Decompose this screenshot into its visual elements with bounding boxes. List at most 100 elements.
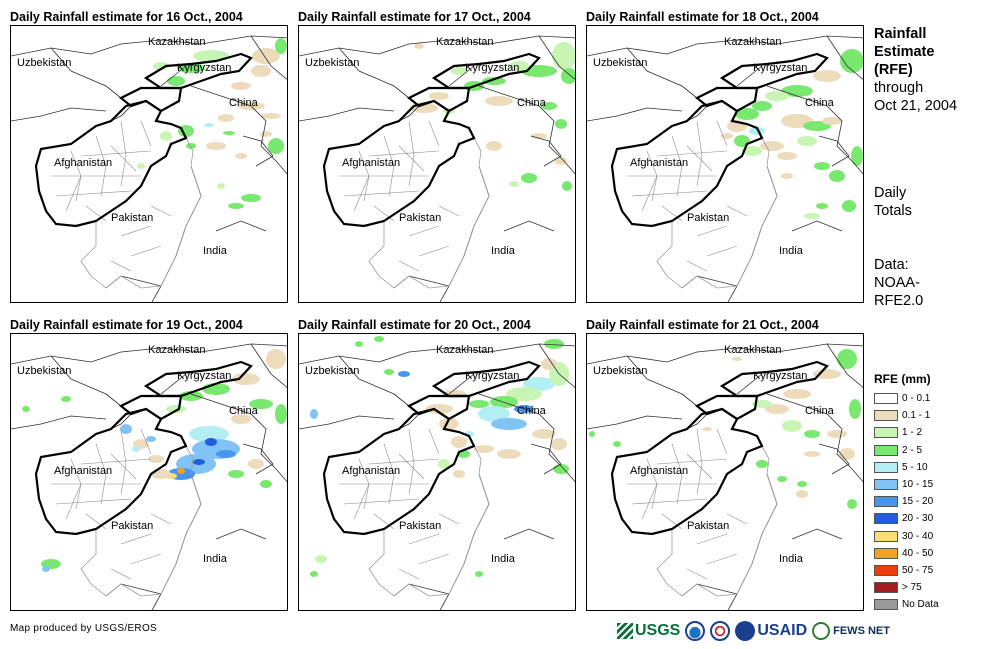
rainfall-patch: [151, 469, 171, 479]
legend-swatch: [874, 479, 898, 491]
kyrgyzstan-border: [431, 360, 541, 398]
legend-item: 50 - 75: [874, 562, 974, 579]
map-svg: Kazakhstan Uzbekistan Kyrgyzstan China Afgha…: [587, 35, 863, 302]
rainfall-patch: [193, 459, 205, 465]
rainfall-patch: [829, 170, 845, 182]
province-boundary: [85, 205, 107, 222]
rainfall-patch: [266, 349, 286, 369]
rainfall-patch: [153, 62, 169, 70]
rainfall-patch: [849, 399, 861, 419]
rainfall-patch: [137, 163, 145, 169]
legend-swatch: [874, 513, 898, 525]
rainfall-patch: [822, 117, 842, 125]
rainfall-patch: [804, 430, 820, 438]
rainfall-patch: [414, 43, 424, 49]
province-boundary: [438, 513, 460, 525]
map-panel-3: Kazakhstan Uzbekistan Kyrgyzstan China Afgha…: [586, 25, 864, 303]
country-border: [587, 35, 863, 57]
country-label-afghanistan: Afghanistan: [630, 157, 688, 169]
legend-label: 15 - 20: [902, 496, 934, 508]
rainfall-patch: [752, 101, 772, 111]
map-svg: Kazakhstan Uzbekistan Kyrgyzstan China Afgha…: [587, 343, 863, 610]
country-border: [530, 443, 562, 475]
rainfall-patch: [355, 341, 363, 347]
legend-item: 10 - 15: [874, 476, 974, 493]
map-panel-5: Kazakhstan Uzbekistan Kyrgyzstan China Afgha…: [298, 333, 576, 611]
rainfall-patch: [613, 441, 621, 447]
usgs-mark-icon: [617, 623, 633, 639]
rfe-title-line3: (RFE): [874, 62, 913, 78]
legend-item: 40 - 50: [874, 545, 974, 562]
rainfall-patch: [562, 181, 572, 191]
country-border: [826, 343, 863, 388]
country-border: [439, 473, 490, 610]
kyrgyzstan-border: [719, 52, 829, 90]
country-border: [587, 415, 683, 430]
rainfall-patch: [486, 141, 502, 151]
legend-label: 5 - 10: [902, 461, 928, 473]
rainfall-patch: [803, 121, 831, 131]
legend-item: No Data: [874, 596, 974, 613]
rainfall-layer: [310, 336, 569, 577]
country-border: [818, 135, 850, 167]
data-source-text: Data: NOAA- RFE2.0: [874, 256, 923, 310]
legend-item: 5 - 10: [874, 459, 974, 476]
province-boundary: [130, 553, 162, 565]
province-boundary: [373, 205, 395, 222]
legend-swatch: [874, 582, 898, 594]
legend-label: 30 - 40: [902, 530, 934, 542]
country-border: [626, 47, 698, 99]
rainfall-patch: [228, 470, 244, 478]
afghanistan-border: [34, 99, 188, 228]
map-svg: Kazakhstan Uzbekistan Kyrgyzstan China Afgha…: [11, 343, 287, 610]
noaa-logo-icon: [685, 621, 706, 641]
province-boundary: [686, 145, 713, 172]
rainfall-patch: [478, 406, 510, 422]
rainfall-patch: [521, 173, 537, 183]
kyrgyzstan-border: [431, 52, 541, 90]
rainfall-patch: [544, 339, 564, 349]
fews-net-logo: FEWS NET: [812, 622, 890, 640]
country-label-afghanistan: Afghanistan: [342, 465, 400, 477]
province-boundary: [65, 175, 82, 212]
province-boundary: [55, 498, 132, 505]
country-border: [11, 107, 107, 122]
legend-swatch: [874, 564, 898, 576]
rainfall-layer: [721, 49, 863, 219]
rainfall-patch: [275, 38, 287, 54]
rainfall-patch: [816, 203, 828, 209]
country-border: [727, 165, 778, 302]
country-border: [538, 35, 575, 80]
country-border: [11, 415, 107, 430]
rainfall-patch: [160, 131, 172, 141]
country-border: [299, 107, 395, 122]
data-line3: RFE2.0: [874, 293, 924, 309]
country-label-kazakhstan: Kazakhstan: [148, 36, 205, 48]
country-border: [215, 220, 267, 232]
rainfall-patch: [204, 123, 214, 127]
province-boundary: [661, 513, 683, 530]
rfe-title: Rainfall Estimate (RFE) through Oct 21, …: [874, 25, 957, 115]
province-boundary: [438, 205, 460, 217]
rainfall-patch: [735, 108, 759, 120]
rainfall-patch: [765, 91, 789, 101]
rainfall-patch: [551, 438, 567, 450]
legend-label: 0 - 0.1: [902, 393, 931, 405]
country-label-kazakhstan: Kazakhstan: [724, 344, 781, 356]
country-label-afghanistan: Afghanistan: [54, 465, 112, 477]
rfe-title-line4: through: [874, 80, 924, 96]
legend-label: 40 - 50: [902, 547, 934, 559]
rainfall-patch: [42, 566, 50, 572]
rainfall-patch: [742, 146, 762, 156]
province-boundary: [398, 145, 425, 172]
legend-swatch: [874, 410, 898, 422]
country-border: [105, 583, 162, 597]
panel-title-2: Daily Rainfall estimate for 17 Oct., 200…: [298, 10, 531, 24]
province-boundary: [373, 513, 395, 530]
panel-title-5: Daily Rainfall estimate for 20 Oct., 200…: [298, 318, 531, 332]
country-label-uzbekistan: Uzbekistan: [305, 57, 359, 69]
legend-label: 10 - 15: [902, 479, 934, 491]
country-label-afghanistan: Afghanistan: [54, 157, 112, 169]
rfe-title-line2: Estimate: [874, 44, 935, 60]
country-label-uzbekistan: Uzbekistan: [593, 57, 647, 69]
